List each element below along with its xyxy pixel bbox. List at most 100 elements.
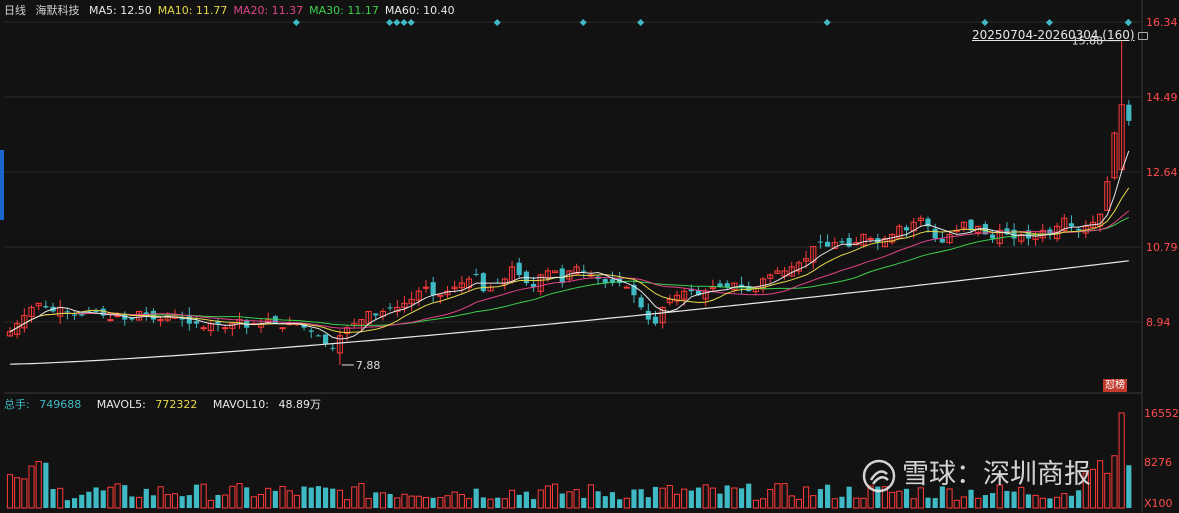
volume-bar bbox=[752, 499, 759, 509]
volume-bar bbox=[57, 487, 64, 509]
volume-bar bbox=[559, 493, 565, 508]
volume-bar bbox=[1039, 497, 1046, 509]
volume-bar bbox=[932, 498, 938, 508]
candle-body bbox=[825, 241, 831, 247]
volume-bar bbox=[825, 484, 831, 508]
ma-legend-item: MA60: 10.40 bbox=[384, 4, 455, 17]
volume-bar bbox=[322, 487, 329, 508]
volume-bar bbox=[968, 489, 974, 508]
volume-bar bbox=[638, 489, 644, 508]
volume-bar bbox=[982, 495, 988, 508]
volume-bar bbox=[609, 492, 616, 508]
left-edge-marker bbox=[0, 150, 4, 220]
volume-bar bbox=[186, 495, 192, 508]
volume-bar bbox=[774, 483, 781, 509]
volume-bar bbox=[1061, 493, 1068, 509]
volume-bar bbox=[1004, 490, 1010, 508]
candle-body bbox=[1004, 228, 1010, 235]
volume-bar bbox=[617, 499, 623, 508]
volume-bar bbox=[487, 498, 494, 509]
volume-bar bbox=[523, 491, 529, 508]
date-range-label[interactable]: 20250704-20260304 (160) bbox=[972, 28, 1148, 42]
event-marker bbox=[493, 18, 501, 27]
candle-body bbox=[631, 284, 637, 296]
price-tick-label: 16.34 bbox=[1146, 16, 1178, 29]
volume-bar bbox=[1082, 472, 1089, 509]
volume-bar bbox=[495, 497, 501, 508]
ma10-line bbox=[9, 187, 1130, 334]
candle-body bbox=[681, 290, 688, 300]
event-marker bbox=[1124, 18, 1132, 27]
candle-body bbox=[581, 270, 587, 272]
volume-bar bbox=[1076, 490, 1082, 508]
candle-body bbox=[638, 297, 644, 308]
volume-bar bbox=[1054, 496, 1061, 509]
volume-bar bbox=[107, 486, 114, 509]
volume-header: 总手: 749688 MAVOL5: 772322 MAVOL10: 48.89… bbox=[4, 396, 333, 412]
candle-body bbox=[989, 234, 996, 239]
volume-bar bbox=[1047, 498, 1053, 508]
candle-body bbox=[573, 266, 580, 275]
volume-bar bbox=[21, 478, 28, 509]
volume-bar bbox=[709, 487, 716, 509]
low-marker-label: 7.88 bbox=[356, 359, 381, 372]
volume-bar bbox=[415, 495, 422, 509]
candle-body bbox=[473, 274, 479, 276]
mavol10: MAVOL10: 48.89万 bbox=[212, 398, 321, 411]
candle-body bbox=[709, 286, 716, 290]
candle-body bbox=[401, 302, 408, 308]
volume-bar bbox=[401, 493, 408, 509]
volume-bar bbox=[394, 497, 401, 509]
volume-bar bbox=[229, 485, 236, 509]
candle-body bbox=[272, 316, 278, 324]
volume-bar bbox=[681, 488, 688, 509]
candle-body bbox=[387, 307, 393, 309]
candle-body bbox=[774, 270, 781, 274]
volume-bar bbox=[831, 498, 838, 509]
volume-bar bbox=[344, 499, 351, 509]
candle-body bbox=[150, 310, 157, 320]
candle-body bbox=[831, 242, 838, 250]
candle-body bbox=[817, 241, 824, 243]
rank-badge[interactable]: 怼榜 bbox=[1103, 379, 1127, 392]
volume-bar bbox=[222, 494, 229, 509]
candle-body bbox=[164, 315, 171, 321]
period-label: 日线 bbox=[4, 4, 26, 17]
volume-bar bbox=[387, 493, 393, 508]
candle-body bbox=[373, 313, 379, 316]
candle-body bbox=[415, 290, 422, 301]
volume-bar bbox=[731, 487, 738, 509]
candle-body bbox=[1118, 104, 1125, 171]
volume-bar bbox=[272, 490, 278, 508]
candle-body bbox=[767, 274, 774, 279]
event-marker bbox=[393, 18, 401, 27]
volume-bar bbox=[279, 485, 286, 509]
candle-body bbox=[688, 288, 694, 292]
volume-bar bbox=[795, 498, 802, 509]
volume-bar bbox=[215, 495, 221, 508]
candle-body bbox=[430, 282, 436, 296]
candle-body bbox=[107, 319, 114, 322]
volume-bar bbox=[717, 493, 723, 508]
volume-bar bbox=[257, 493, 265, 509]
volume-tick-label: 8276 bbox=[1144, 456, 1172, 469]
candle-body bbox=[458, 282, 465, 289]
volume-bar bbox=[293, 494, 300, 509]
volume-bar bbox=[408, 495, 415, 509]
candle-body bbox=[917, 217, 924, 222]
price-tick-label: 12.64 bbox=[1146, 166, 1178, 179]
candle-body bbox=[803, 258, 810, 262]
candle-body bbox=[659, 306, 666, 324]
volume-bar bbox=[430, 497, 436, 508]
volume-bar bbox=[975, 497, 982, 509]
event-marker bbox=[1045, 18, 1053, 27]
candle-body bbox=[1011, 229, 1017, 239]
volume-bar bbox=[889, 491, 896, 509]
volume-bar bbox=[1032, 494, 1039, 509]
snowball-logo-icon bbox=[862, 459, 896, 492]
candle-body bbox=[93, 310, 99, 312]
volume-bar bbox=[14, 477, 21, 509]
volume-bar bbox=[422, 497, 430, 509]
volume-bar bbox=[236, 483, 243, 509]
